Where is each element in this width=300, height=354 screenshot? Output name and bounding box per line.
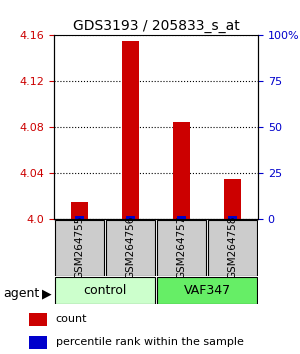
Bar [172,122,190,219]
Title: GDS3193 / 205833_s_at: GDS3193 / 205833_s_at [73,19,239,33]
Bar [224,179,242,219]
Text: count: count [56,314,87,325]
Text: percentile rank within the sample: percentile rank within the sample [56,337,243,348]
Text: VAF347: VAF347 [183,284,231,297]
Text: GSM264758: GSM264758 [227,216,238,280]
FancyBboxPatch shape [157,220,206,275]
Text: agent: agent [3,287,39,300]
FancyBboxPatch shape [55,277,155,304]
FancyBboxPatch shape [55,220,104,275]
FancyBboxPatch shape [106,220,155,275]
Bar [122,41,140,219]
Text: GSM264757: GSM264757 [176,216,187,280]
FancyBboxPatch shape [208,220,257,275]
Text: GSM264756: GSM264756 [125,216,136,280]
Bar [177,216,186,219]
Text: ▶: ▶ [42,287,52,300]
Bar [70,202,88,219]
Bar [228,216,237,219]
Text: control: control [83,284,127,297]
Bar [75,216,84,219]
FancyBboxPatch shape [157,277,257,304]
Bar [126,216,135,219]
Bar [28,336,47,349]
Bar [28,313,47,326]
Text: GSM264755: GSM264755 [74,216,85,280]
